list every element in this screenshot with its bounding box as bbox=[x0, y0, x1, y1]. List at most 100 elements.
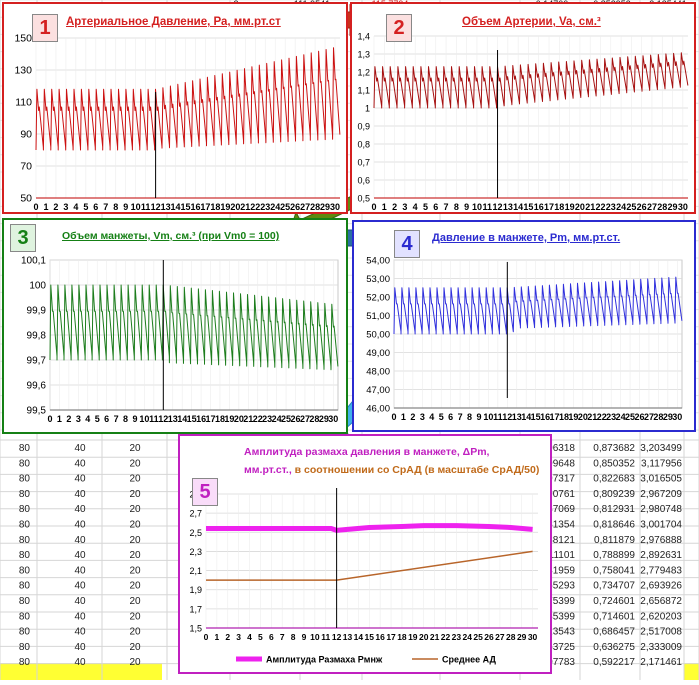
chart-title-line1: Амплитуда размаха давления в манжете, ΔP… bbox=[244, 446, 490, 458]
sheet-cell: 0,399648 bbox=[533, 458, 575, 469]
x-tick-label: 18 bbox=[397, 632, 407, 642]
y-tick-label: 0,9 bbox=[357, 122, 370, 132]
sheet-cell: 20 bbox=[129, 535, 141, 546]
x-tick-label: 4 bbox=[429, 412, 434, 422]
sheet-cell: 0,758041 bbox=[593, 565, 635, 576]
y-tick-label: 70 bbox=[20, 161, 32, 173]
sheet-cell: 0,485399 bbox=[533, 611, 575, 622]
chart-panel-artery-volume: 1,4 1,3 1,2 1,1 1 0,9 0,8 0,7 0,6 0,5 0 1 2 3 4 5 6 7 8 9 10… bbox=[350, 2, 696, 214]
sheet-cell: 80 bbox=[19, 565, 31, 576]
y-tick-label: 99,7 bbox=[27, 356, 47, 367]
x-tick-label: 7 bbox=[458, 412, 463, 422]
x-tick-label: 11 bbox=[493, 412, 503, 422]
y-tick-label: 100 bbox=[29, 281, 46, 292]
sheet-cell: 40 bbox=[74, 550, 86, 561]
sheet-cell: 2,967209 bbox=[640, 489, 682, 500]
x-tick-label: 8 bbox=[454, 202, 459, 212]
sheet-cell: 80 bbox=[19, 520, 31, 531]
x-tick-label: 17 bbox=[206, 414, 216, 424]
x-tick-label: 25 bbox=[625, 412, 635, 422]
sheet-cell: 2,517008 bbox=[640, 627, 682, 638]
sheet-cell: 0,724601 bbox=[593, 596, 635, 607]
y-tick-label: 54,00 bbox=[366, 256, 390, 267]
sheet-cell: 20 bbox=[129, 642, 141, 653]
x-tick-label: 30 bbox=[672, 412, 682, 422]
y-tick-label: 0,5 bbox=[357, 194, 370, 204]
y-tick-label: 99,6 bbox=[27, 381, 47, 392]
sheet-cell: 2,693926 bbox=[640, 581, 682, 592]
chart-panel-amplitude: 2,92,72,52,32,11,91,71,50123456789101112… bbox=[178, 434, 552, 674]
x-tick-label: 13 bbox=[161, 202, 171, 212]
x-tick-label: 8 bbox=[123, 414, 128, 424]
panel-number-badge: 5 bbox=[192, 478, 218, 506]
sheet-cell: 20 bbox=[129, 443, 141, 454]
x-tick-label: 1 bbox=[382, 202, 387, 212]
x-tick-label: 21 bbox=[240, 202, 250, 212]
sheet-cell: 20 bbox=[129, 504, 141, 515]
y-tick-label: 0,7 bbox=[357, 158, 370, 168]
sheet-cell: 3,203499 bbox=[640, 443, 682, 454]
x-tick-label: 9 bbox=[302, 632, 307, 642]
x-tick-label: 2 bbox=[392, 202, 397, 212]
x-tick-label: 4 bbox=[85, 414, 90, 424]
sheet-cell: 0,388121 bbox=[533, 535, 575, 546]
y-tick-label: 48,00 bbox=[366, 367, 390, 378]
chart-cuff-pressure: 54,00 53,00 52,00 51,00 50,00 49,00 48,00 47,00… bbox=[366, 256, 683, 422]
x-tick-label: 13 bbox=[168, 414, 178, 424]
x-tick-label: 20 bbox=[575, 202, 585, 212]
series-line-1 bbox=[49, 284, 339, 371]
x-tick-label: 26 bbox=[637, 202, 647, 212]
x-tick-label: 26 bbox=[290, 202, 300, 212]
x-tick-label: 24 bbox=[270, 202, 280, 212]
y-tick-label: 53,00 bbox=[366, 274, 390, 285]
sheet-cell: 40 bbox=[74, 642, 86, 653]
chart-panel-cuff-volume: 100,1 100 99,9 99,8 99,7 99,6 99,5 0 1 2 3 4 5 6 7 8 9 10… bbox=[2, 218, 348, 434]
x-tick-label: 23 bbox=[262, 414, 272, 424]
panel-number-badge: 1 bbox=[32, 14, 58, 42]
x-tick-label: 8 bbox=[113, 202, 118, 212]
x-tick-label: 28 bbox=[653, 412, 663, 422]
x-tick-label: 1 bbox=[401, 412, 406, 422]
y-tick-label: 130 bbox=[14, 65, 32, 77]
sheet-cell: 20 bbox=[129, 581, 141, 592]
chart-title: Объем Артерии, Va, см.³ bbox=[462, 16, 601, 28]
sheet-cell: 80 bbox=[19, 535, 31, 546]
x-tick-label: 15 bbox=[187, 414, 197, 424]
sheet-cell: 80 bbox=[19, 504, 31, 515]
x-tick-label: 5 bbox=[423, 202, 428, 212]
sheet-cell: 80 bbox=[19, 581, 31, 592]
x-tick-label: 30 bbox=[330, 202, 340, 212]
x-tick-label: 0 bbox=[33, 202, 38, 212]
sheet-cell: 20 bbox=[129, 657, 141, 668]
chart-artery-volume: 1,41,31,21,110,90,80,70,60,50 1 2 3 4 5 6 7 8 9 10… bbox=[357, 32, 689, 212]
sheet-cell: 0,381354 bbox=[533, 520, 575, 531]
sheet-cell: 80 bbox=[19, 642, 31, 653]
sheet-cell: 80 bbox=[19, 596, 31, 607]
x-tick-label: 23 bbox=[606, 202, 616, 212]
sheet-cell: 0,563725 bbox=[533, 642, 575, 653]
x-tick-label: 17 bbox=[550, 412, 560, 422]
x-tick-label: 7 bbox=[444, 202, 449, 212]
sheet-cell: 0,714601 bbox=[593, 611, 635, 622]
x-tick-label: 12 bbox=[151, 202, 161, 212]
x-tick-label: 21 bbox=[243, 414, 253, 424]
x-tick-label: 30 bbox=[678, 202, 688, 212]
x-tick-label: 16 bbox=[534, 202, 544, 212]
x-tick-label: 21 bbox=[430, 632, 440, 642]
y-tick-label: 1,1 bbox=[357, 86, 370, 96]
chart-title-unit: мм.рт.ст., bbox=[244, 464, 292, 476]
sheet-cell: 80 bbox=[19, 458, 31, 469]
sheet-cell: 40 bbox=[74, 565, 86, 576]
x-tick-label: 16 bbox=[190, 202, 200, 212]
legend-label: Амплитуда Размаха Рмнж bbox=[266, 655, 383, 665]
sheet-cell: 0,873682 bbox=[593, 443, 635, 454]
x-tick-label: 20 bbox=[578, 412, 588, 422]
sheet-cell: 80 bbox=[19, 474, 31, 485]
sheet-cell: 2,333009 bbox=[640, 642, 682, 653]
x-tick-label: 18 bbox=[559, 412, 569, 422]
x-tick-label: 2 bbox=[53, 202, 58, 212]
sheet-cell: 0,592217 bbox=[593, 657, 635, 668]
sheet-cell: 0,811879 bbox=[594, 535, 635, 546]
y-tick-label: 110 bbox=[15, 97, 32, 109]
x-tick-label: 13 bbox=[503, 202, 513, 212]
